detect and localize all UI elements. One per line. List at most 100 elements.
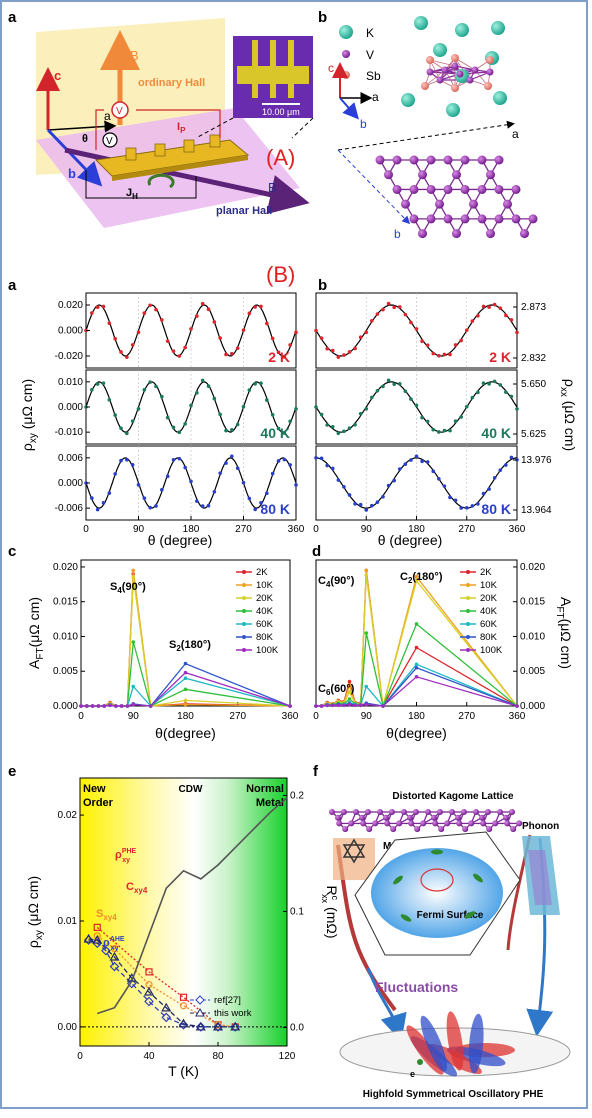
triangle-marker bbox=[195, 1021, 206, 1031]
legend-marker bbox=[242, 570, 246, 574]
osc-data-point bbox=[453, 498, 458, 503]
planar-B-arrow bbox=[64, 147, 310, 215]
osc-data-point bbox=[437, 430, 441, 434]
osc-data-point bbox=[420, 339, 424, 344]
distorted-kagome bbox=[329, 809, 523, 833]
osc-data-point bbox=[425, 343, 430, 347]
osc-data-point bbox=[403, 462, 408, 466]
y-tick-label: 0.010 bbox=[520, 631, 545, 642]
v-atom bbox=[485, 809, 491, 815]
osc-temp-label: 80 K bbox=[260, 501, 290, 517]
y-tick-label: 0.010 bbox=[53, 631, 78, 642]
osc-data-point bbox=[464, 404, 469, 409]
fermi-arcs bbox=[393, 849, 483, 922]
v-atom bbox=[480, 820, 487, 827]
diamond-marker bbox=[109, 961, 120, 972]
osc-data-point bbox=[386, 301, 391, 306]
osc-data-point bbox=[95, 382, 100, 386]
legend-label: 40K bbox=[256, 606, 274, 617]
osc-temp-label: 40 K bbox=[481, 425, 511, 441]
osc-data-point bbox=[218, 412, 222, 417]
legend-marker bbox=[242, 609, 246, 613]
v-atom bbox=[366, 826, 373, 833]
x-tick-label: 270 bbox=[458, 711, 475, 722]
lattice-b-label: b bbox=[394, 227, 401, 241]
y-tick-label: 0.015 bbox=[520, 597, 545, 608]
series-point-60K bbox=[414, 662, 419, 667]
crystal-b-label: b bbox=[360, 117, 367, 131]
osc-data-point bbox=[177, 430, 182, 435]
series-point-40K bbox=[183, 687, 188, 692]
osc-data-point bbox=[154, 307, 158, 312]
legend-label: 10K bbox=[480, 580, 498, 591]
rho-xx-axis-label: ρxx (μΩ cm) bbox=[558, 379, 578, 451]
v-atom bbox=[486, 229, 495, 239]
osc-data-point bbox=[90, 496, 94, 500]
osc-data-point bbox=[294, 483, 298, 487]
osc-data-point bbox=[353, 502, 357, 506]
osc-data-point bbox=[241, 328, 246, 332]
ip-label: IP bbox=[177, 121, 186, 135]
series-point-100K bbox=[183, 670, 188, 675]
planar-hall-label: planar Hall bbox=[216, 205, 272, 217]
osc-data-point bbox=[442, 428, 447, 433]
osc-data-point bbox=[504, 463, 508, 467]
x-tick-label: 270 bbox=[229, 711, 246, 722]
v-atom bbox=[452, 170, 461, 180]
triangle-marker bbox=[92, 934, 103, 944]
osc-data-point bbox=[247, 388, 252, 392]
osc-data-point bbox=[453, 343, 458, 347]
series-point-80K bbox=[414, 665, 419, 670]
osc-data-point bbox=[183, 345, 187, 350]
osc-data-point bbox=[171, 349, 176, 353]
triangle-marker bbox=[161, 1002, 172, 1012]
y-tick-label: 0.01 bbox=[58, 916, 78, 927]
osc-data-point bbox=[160, 394, 164, 399]
series-point-100K bbox=[79, 704, 83, 708]
chart-e-frame bbox=[79, 777, 288, 1047]
osc-data-point bbox=[364, 508, 369, 512]
osc-data-point bbox=[509, 455, 514, 460]
region-label: New Order bbox=[83, 783, 114, 809]
osc-data-point bbox=[330, 425, 335, 429]
v-atom bbox=[426, 184, 436, 194]
osc-data-point bbox=[276, 350, 281, 355]
v-atom bbox=[494, 155, 504, 165]
v-atom bbox=[473, 809, 479, 815]
osc-data-point bbox=[113, 413, 117, 417]
x-tick-label: 90 bbox=[361, 711, 373, 722]
series-point-100K bbox=[96, 704, 101, 708]
osc-data-point bbox=[364, 406, 369, 411]
x-tick-label: 40 bbox=[143, 1051, 155, 1062]
series-point-2K bbox=[414, 645, 419, 650]
v-atom bbox=[435, 199, 444, 209]
legend-label: 20K bbox=[256, 593, 274, 604]
v-atom bbox=[486, 826, 493, 833]
osc-data-point bbox=[224, 461, 228, 465]
series-point-10K bbox=[414, 574, 419, 579]
osc-data-point bbox=[381, 384, 385, 389]
theta-label: θ bbox=[82, 133, 88, 145]
series-point-100K bbox=[125, 704, 130, 708]
series-point-100K bbox=[102, 704, 107, 708]
osc-data-point bbox=[125, 431, 129, 436]
legend-label: 80K bbox=[256, 632, 274, 643]
x-tick-label: 0 bbox=[77, 1051, 83, 1062]
osc-data-point bbox=[336, 355, 341, 359]
v-atom bbox=[401, 809, 407, 815]
v-atom bbox=[409, 184, 419, 194]
triangle-marker bbox=[178, 1018, 189, 1028]
osc-data-point bbox=[442, 484, 447, 488]
series-point-100K bbox=[347, 702, 352, 707]
sb-atom bbox=[451, 84, 459, 92]
panel-label-b-a: a bbox=[8, 277, 17, 294]
osc-data-point bbox=[319, 412, 324, 417]
osc-data-point bbox=[437, 353, 441, 358]
v-atom bbox=[461, 809, 467, 815]
osc-data-point bbox=[276, 459, 281, 463]
v-atom bbox=[426, 214, 436, 224]
series-point-100K bbox=[314, 704, 318, 708]
v-atom bbox=[443, 155, 453, 165]
center-fluct-arrow bbox=[366, 967, 407, 1042]
